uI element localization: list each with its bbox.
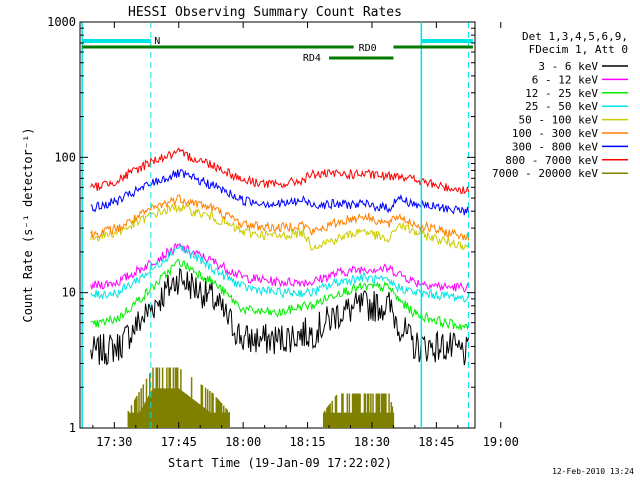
series-line-3 <box>90 243 470 303</box>
legend-label-1: 6 - 12 keV <box>532 73 599 86</box>
legend-label-4: 50 - 100 keV <box>519 114 599 127</box>
series-layer <box>90 147 470 428</box>
legend-header-line-2: FDecim 1, Att 0 <box>529 43 628 56</box>
y-tick-label-1: 10 <box>62 286 76 300</box>
legend-label-3: 25 - 50 keV <box>525 100 598 113</box>
timestamp: 12-Feb-2010 13:24 <box>552 467 634 476</box>
axis-layer: 17:30 17:45 18:00 18:15 18:30 18:45 19:00 1 10 10… <box>47 15 519 449</box>
overlay-layer: N RD0 RD4 <box>81 22 473 428</box>
y-axis-label: Count Rate (s⁻¹ detector⁻¹) <box>21 127 35 322</box>
legend-label-8: 7000 - 20000 keV <box>492 167 598 180</box>
x-tick-label-2: 18:00 <box>225 435 261 449</box>
series-line-7 <box>90 147 470 195</box>
series-line-6 <box>90 168 470 216</box>
legend-label-2: 12 - 25 keV <box>525 87 598 100</box>
x-axis-label: Start Time (19-Jan-09 17:22:02) <box>168 456 392 470</box>
x-tick-label-3: 18:15 <box>289 435 325 449</box>
x-tick-label-4: 18:30 <box>354 435 390 449</box>
x-tick-label-0: 17:30 <box>96 435 132 449</box>
y-tick-label-2: 100 <box>54 150 76 164</box>
x-tick-label-6: 19:00 <box>483 435 519 449</box>
legend-label-6: 300 - 800 keV <box>512 140 598 153</box>
rd0-label: RD0 <box>359 43 377 54</box>
rd0-label-bg <box>353 41 406 53</box>
legend-label-0: 3 - 6 keV <box>538 60 598 73</box>
series-line-8 <box>127 367 395 428</box>
x-tick-label-1: 17:45 <box>161 435 197 449</box>
legend-label-5: 100 - 300 keV <box>512 127 598 140</box>
legend-label-7: 800 - 7000 keV <box>505 154 598 167</box>
series-line-1 <box>90 242 470 293</box>
plot-frame <box>79 21 476 429</box>
legend-header-line-1: Det 1,3,4,5,6,9, <box>522 30 628 43</box>
night-label: N <box>154 36 160 47</box>
y-tick-label-0: 1 <box>69 421 76 435</box>
chart-title: HESSI Observing Summary Count Rates <box>128 5 402 20</box>
rd4-label: RD4 <box>303 53 321 64</box>
series-line-5 <box>90 194 470 241</box>
y-tick-label-3: 1000 <box>47 15 76 29</box>
series-line-4 <box>90 203 470 252</box>
series-line-0 <box>90 267 470 366</box>
x-tick-label-5: 18:45 <box>418 435 454 449</box>
legend: Det 1,3,4,5,6,9, FDecim 1, Att 0 3 - 6 k… <box>492 30 628 180</box>
series-line-2 <box>90 258 470 331</box>
